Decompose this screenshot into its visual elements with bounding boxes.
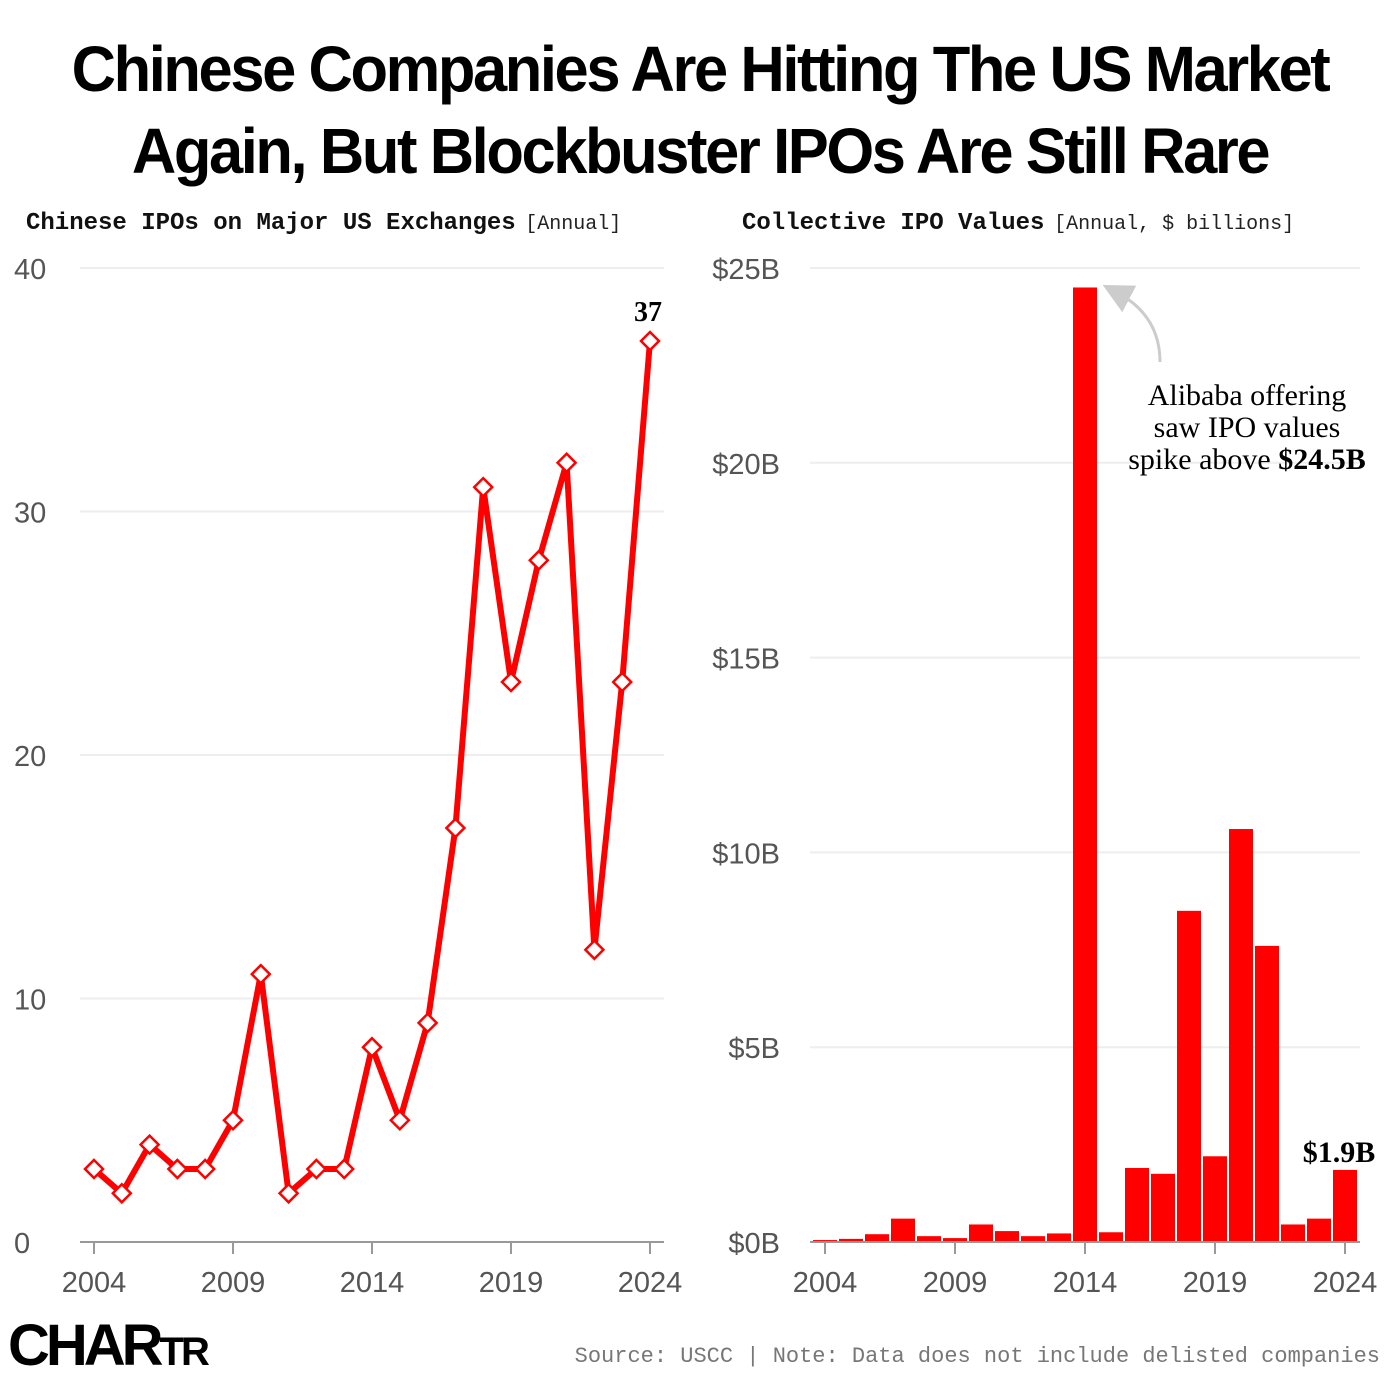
y-tick-label: $5B (728, 1033, 780, 1065)
x-tick-label: 2014 (1053, 1267, 1118, 1299)
y-tick-label: $0B (728, 1228, 780, 1260)
right-chart-title: Collective IPO Values (742, 210, 1045, 237)
bar (891, 1218, 915, 1242)
data-point-marker (166, 1158, 189, 1180)
y-tick-label: $25B (712, 254, 780, 286)
x-tick-label: 2004 (62, 1267, 127, 1299)
y-tick-label: $15B (712, 644, 780, 676)
bar (1047, 1233, 1071, 1242)
data-point-marker (194, 1158, 216, 1180)
annotation-line-3-value: $24.5B (1278, 443, 1366, 476)
data-point-marker (389, 1109, 411, 1132)
data-point-marker (138, 1133, 161, 1156)
bar (1307, 1218, 1331, 1242)
bar (1281, 1224, 1305, 1242)
x-tick-label: 2004 (793, 1267, 858, 1299)
data-point-marker (222, 1109, 244, 1132)
source-note: Source: USCC | Note: Data does not inclu… (574, 1344, 1380, 1369)
end-value-label: 37 (634, 297, 662, 328)
data-point-marker (639, 330, 661, 352)
bar (943, 1238, 967, 1242)
right-chart-unit: [Annual, $ billions] (1054, 213, 1295, 236)
logo-text-tr: TR (159, 1330, 210, 1374)
x-tick-label: 2019 (479, 1267, 544, 1299)
data-point-marker (611, 671, 633, 693)
x-tick-label: 2019 (1183, 1267, 1248, 1299)
ipo-value-bar-chart: $0B $5B $10B $15B $20B $25B 2004 2009 2014 2019 20… (712, 254, 1377, 1299)
data-point-marker (277, 1182, 300, 1205)
data-point-marker (416, 1012, 439, 1034)
bar (1203, 1156, 1227, 1242)
annotation-line-2: saw IPO values (1154, 411, 1341, 444)
data-point-marker (444, 817, 467, 839)
data-point-marker (111, 1182, 133, 1205)
x-tick-label: 2009 (201, 1267, 266, 1299)
headline: Chinese Companies Are Hitting The US Mar… (28, 28, 1372, 192)
bar (1073, 287, 1097, 1243)
chartr-logo: CHARTR (8, 1312, 210, 1379)
data-point-marker (250, 963, 272, 985)
y-tick-label: 40 (14, 254, 46, 286)
annotation-arrow (1102, 285, 1162, 363)
bar (969, 1224, 993, 1242)
data-point-marker (528, 549, 550, 571)
bar (1151, 1173, 1175, 1242)
ipo-count-line-chart: 0 10 20 30 40 2004 2009 2014 2019 2024 37 (14, 254, 682, 1299)
annotation-line-1: Alibaba offering (1148, 379, 1347, 412)
x-tick-label: 2009 (923, 1267, 988, 1299)
left-chart-title: Chinese IPOs on Major US Exchanges (26, 210, 516, 237)
y-tick-label: $20B (712, 449, 780, 481)
bar (917, 1236, 941, 1242)
y-tick-label: 20 (14, 741, 46, 773)
x-tick-label: 2024 (618, 1267, 683, 1299)
y-tick-label: $10B (712, 838, 780, 870)
bar (865, 1234, 889, 1242)
x-tick-label: 2024 (1313, 1267, 1378, 1299)
logo-text-main: CHAR (8, 1313, 164, 1378)
data-point-marker (361, 1036, 383, 1058)
data-point-marker (472, 476, 494, 498)
left-chart-subtitle: Chinese IPOs on Major US Exchanges [Annu… (26, 210, 621, 237)
bar (1125, 1167, 1149, 1242)
bar (839, 1238, 863, 1242)
data-point-marker (83, 1158, 105, 1180)
y-tick-label: 30 (14, 498, 46, 530)
headline-line-2: Again, But Blockbuster IPOs Are Still Ra… (131, 115, 1271, 187)
data-point-marker (333, 1158, 355, 1180)
right-chart-subtitle: Collective IPO Values [Annual, $ billion… (742, 210, 1294, 237)
end-value-label: $1.9B (1303, 1136, 1376, 1169)
bar (1229, 829, 1253, 1242)
x-tick-label: 2014 (340, 1267, 405, 1299)
y-tick-label: 0 (14, 1228, 30, 1260)
bar (1099, 1232, 1123, 1242)
data-point-marker (555, 452, 578, 474)
annotation-line-3-text: spike above (1128, 443, 1278, 476)
data-point-marker (305, 1158, 328, 1180)
bar (1255, 945, 1279, 1242)
data-point-marker (500, 671, 522, 693)
y-tick-label: 10 (14, 985, 46, 1017)
data-point-marker (583, 939, 606, 961)
left-chart-unit: [Annual] (525, 213, 622, 236)
bar (995, 1231, 1019, 1242)
bar (1021, 1236, 1045, 1242)
bar (1177, 910, 1201, 1242)
annotation-line-3: spike above $24.5B (1128, 443, 1365, 476)
headline-line-1: Chinese Companies Are Hitting The US Mar… (71, 33, 1331, 105)
bar (1333, 1169, 1357, 1242)
